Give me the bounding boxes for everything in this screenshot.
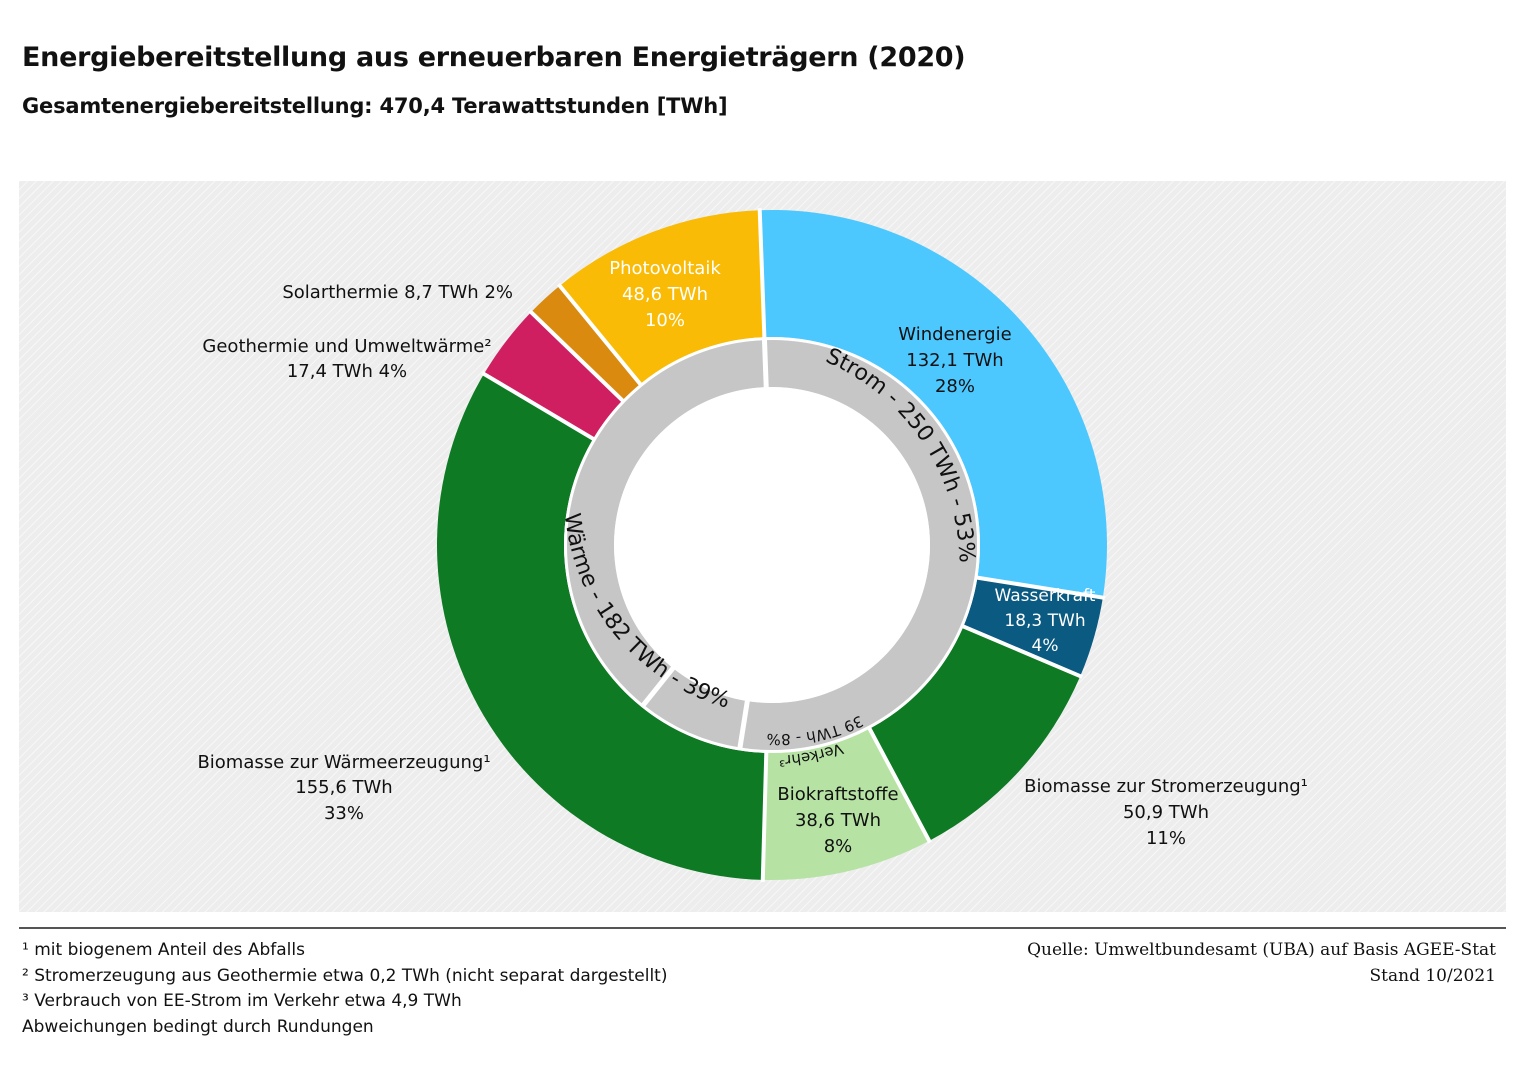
ring-gap (564, 337, 980, 753)
label-wasserkraft-name: Wasserkraft (995, 586, 1096, 606)
label-windenergie: Windenergie 132,1 TWh 28% (898, 324, 1011, 397)
chart-area: Strom - 250 TWh - 53% Wärme - 182 TWh - … (19, 181, 1506, 912)
label-biomasse-waerme-value: 155,6 TWh (295, 777, 392, 798)
inner-segment-separator (761, 338, 769, 390)
label-wasserkraft: Wasserkraft 18,3 TWh 4% (995, 586, 1096, 656)
outer-separators (481, 208, 1106, 882)
label-windenergie-value: 132,1 TWh (906, 350, 1003, 371)
label-geothermie-value: 17,4 TWh 4% (287, 361, 407, 382)
label-photovoltaik: Photovoltaik 48,6 TWh 10% (609, 258, 721, 331)
outer-segment-solarthermie (531, 285, 641, 401)
label-solarthermie: Solarthermie 8,7 TWh 2% (282, 282, 513, 303)
outer-segment-wasserkraft (963, 577, 1103, 677)
inner-segment-separator (737, 698, 751, 750)
inner-segment-separator (640, 665, 677, 708)
source-text: Quelle: Umweltbundesamt (UBA) auf Basis … (1027, 940, 1496, 960)
label-photovoltaik-value: 48,6 TWh (622, 284, 708, 305)
outer-segment-photovoltaik (559, 210, 765, 385)
outer-segment-separator (760, 750, 769, 882)
footnote-1: ¹ mit biogenem Anteil des Abfalls (22, 940, 305, 960)
outer-segment-separator (975, 575, 1106, 600)
footnote-rounding: Abweichungen bedingt durch Rundungen (22, 1016, 374, 1037)
inner-segment-1 (643, 668, 748, 748)
outer-segment-biomasse-zur-stromerzeugung (869, 626, 1081, 841)
outer-segment-windenergie (759, 210, 1107, 598)
outer-ring (437, 210, 1107, 880)
outer-segment-biomasse-zur-w-rmeerzeugung (437, 373, 767, 880)
label-geothermie-name: Geothermie und Umweltwärme² (202, 336, 491, 357)
outer-segment-separator (960, 623, 1083, 679)
label-biomasse-strom-value: 50,9 TWh (1123, 802, 1209, 823)
inner-segment-0 (739, 340, 977, 750)
footnotes: ¹ mit biogenem Anteil des Abfalls ² Stro… (22, 938, 667, 1040)
outer-segment-separator (866, 725, 932, 844)
label-biokraftstoffe: Biokraftstoffe 38,6 TWh 8% (777, 784, 898, 857)
source-info: Quelle: Umweltbundesamt (UBA) auf Basis … (1027, 938, 1496, 989)
label-geothermie: Geothermie und Umweltwärme² 17,4 TWh 4% (202, 336, 491, 382)
footnote-2: ² Stromerzeugung aus Geothermie etwa 0,2… (22, 965, 668, 986)
chart-subtitle: Gesamtenergiebereitstellung: 470,4 Teraw… (22, 94, 728, 118)
footer-divider (19, 927, 1506, 929)
label-biomasse-waerme-name: Biomasse zur Wärmeerzeugung¹ (197, 752, 490, 773)
chart-title: Energiebereitstellung aus erneuerbaren E… (22, 42, 966, 73)
donut-chart: Strom - 250 TWh - 53% Wärme - 182 TWh - … (197, 208, 1308, 882)
label-biomasse-strom-name: Biomasse zur Stromerzeugung¹ (1024, 776, 1308, 797)
stand-text: Stand 10/2021 (1369, 965, 1496, 986)
label-wasserkraft-percent: 4% (1032, 636, 1059, 656)
label-wasserkraft-value: 18,3 TWh (1004, 611, 1085, 631)
label-photovoltaik-name: Photovoltaik (609, 258, 721, 279)
label-windenergie-percent: 28% (935, 376, 975, 397)
footnote-3: ³ Verbrauch von EE-Strom im Verkehr etwa… (22, 991, 462, 1011)
outer-segment-geothermie-und-umweltw-rme (483, 312, 623, 439)
label-biomasse-waerme: Biomasse zur Wärmeerzeugung¹ 155,6 TWh 3… (197, 752, 490, 824)
outer-segment-separator (556, 282, 644, 387)
label-biomasse-strom: Biomasse zur Stromerzeugung¹ 50,9 TWh 11… (1024, 776, 1308, 849)
label-windenergie-name: Windenergie (898, 324, 1011, 345)
label-biomasse-strom-percent: 11% (1146, 828, 1186, 849)
donut-hole (614, 387, 930, 703)
outer-segment-separator (757, 208, 767, 340)
inner-segment-2 (567, 340, 767, 705)
outer-segment-separator (528, 309, 626, 404)
label-biokraftstoffe-name: Biokraftstoffe (777, 784, 898, 805)
label-biomasse-waerme-percent: 33% (324, 803, 364, 824)
label-photovoltaik-percent: 10% (645, 310, 685, 331)
inner-ring (564, 337, 980, 753)
outer-segment-separator (481, 371, 596, 442)
label-biokraftstoffe-percent: 8% (824, 836, 853, 857)
label-biokraftstoffe-value: 38,6 TWh (795, 810, 881, 831)
